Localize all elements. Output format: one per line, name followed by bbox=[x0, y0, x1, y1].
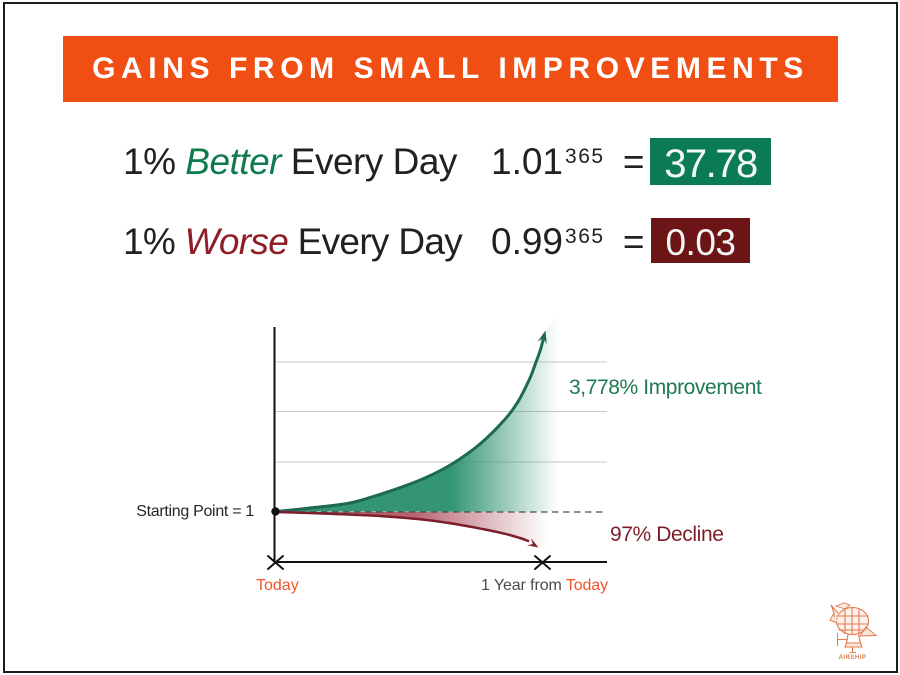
svg-text:AIRSHIP: AIRSHIP bbox=[839, 655, 867, 660]
